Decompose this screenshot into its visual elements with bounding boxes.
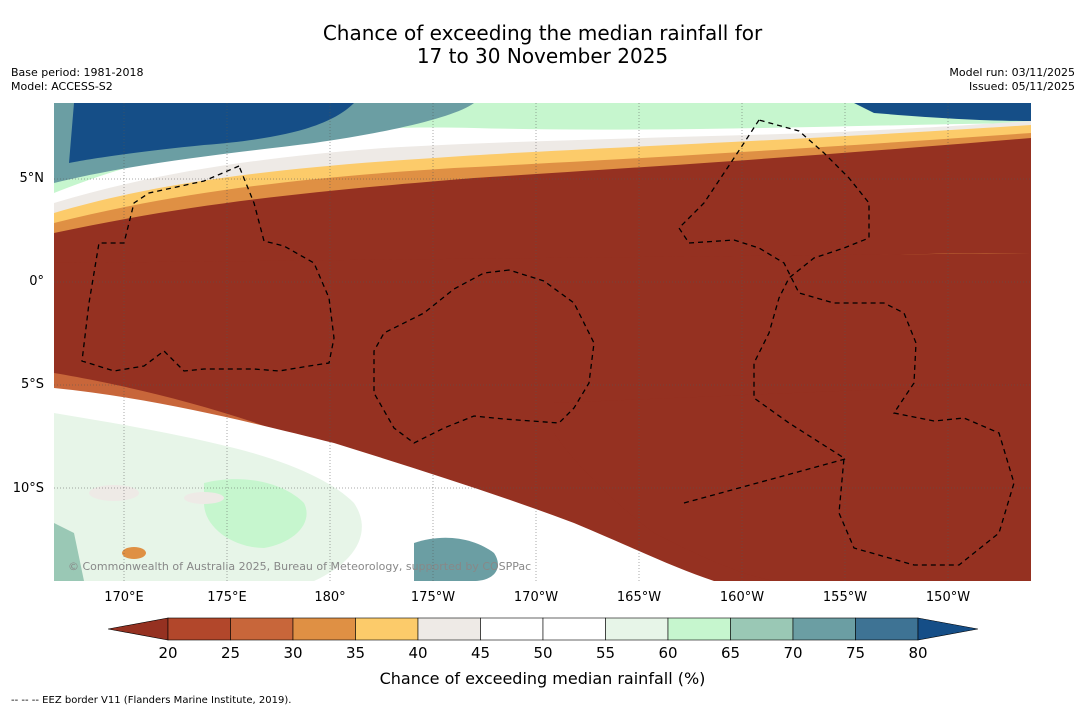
north-band-blue-east — [854, 103, 1031, 121]
lon-160w: 160°W — [719, 590, 765, 605]
rainfall-map: © Commonwealth of Australia 2025, Bureau… — [54, 103, 1031, 581]
lon-155w: 155°W — [822, 590, 868, 605]
north-band-blue — [69, 103, 354, 163]
eez-kiribati-gilbert — [81, 165, 335, 372]
lon-170w: 170°W — [513, 590, 559, 605]
gray-patch — [89, 485, 139, 501]
issued-date: Issued: 05/11/2025 — [968, 80, 1075, 93]
lon-175w: 175°W — [410, 590, 456, 605]
eez-footnote: -- -- -- EEZ border V11 (Flanders Marine… — [11, 695, 292, 706]
colorbar-segment — [292, 617, 356, 641]
colorbar-segment — [480, 617, 544, 641]
meta-right: Model run: 03/11/2025 Issued: 05/11/2025 — [949, 66, 1075, 94]
lon-150w: 150°W — [925, 590, 971, 605]
colorbar-segment — [792, 617, 856, 641]
colorbar-tick-label: 65 — [720, 644, 741, 662]
lon-165w: 165°W — [616, 590, 662, 605]
southwest-green-corner — [54, 523, 84, 581]
gray-patch-2 — [184, 492, 224, 504]
colorbar-title: Chance of exceeding median rainfall (%) — [379, 669, 706, 688]
lat-5n: 5°N — [19, 171, 45, 186]
lat-10s: 10°S — [12, 481, 44, 496]
south-band-core-lower — [554, 383, 1031, 581]
colorbar-tick-label: 25 — [220, 644, 241, 662]
colorbar-segment — [167, 617, 231, 641]
eez-borders — [81, 119, 1015, 566]
colorbar-tick-label: 45 — [470, 644, 491, 662]
colorbar-segment — [605, 617, 669, 641]
colorbar-tick-label: 40 — [408, 644, 428, 662]
lon-175e: 175°E — [207, 590, 247, 605]
dry-band-north-core — [54, 138, 1031, 283]
colorbar-tick-label: 80 — [908, 644, 928, 662]
title-line-2: 17 to 30 November 2025 — [416, 44, 669, 68]
base-period: Base period: 1981-2018 — [11, 66, 144, 79]
copyright-text: © Commonwealth of Australia 2025, Bureau… — [68, 560, 531, 573]
southwest-green-2 — [204, 479, 307, 548]
colorbar-over-arrow — [917, 617, 978, 641]
colorbar-tick-label: 35 — [345, 644, 366, 662]
colorbar-tick-label: 30 — [283, 644, 303, 662]
graticule — [54, 103, 1031, 581]
lon-170e: 170°E — [104, 590, 144, 605]
colorbar-segment — [667, 617, 731, 641]
orange-patch — [122, 547, 146, 559]
meta-left: Base period: 1981-2018 Model: ACCESS-S2 — [11, 66, 143, 94]
colorbar-tick-label: 75 — [845, 644, 866, 662]
colorbar-segment — [230, 617, 294, 641]
colorbar-segment — [417, 617, 481, 641]
colorbar-tick-label: 70 — [783, 644, 803, 662]
colorbar-segment — [855, 617, 919, 641]
colorbar-segment — [730, 617, 794, 641]
southwest-teal — [414, 537, 498, 581]
colorbar-tick-label: 55 — [595, 644, 616, 662]
colorbar-segment — [542, 617, 606, 641]
model-name: Model: ACCESS-S2 — [11, 80, 113, 93]
colorbar-tick-label: 60 — [658, 644, 678, 662]
lat-0: 0° — [29, 274, 44, 289]
colorbar-under-arrow — [108, 617, 169, 641]
colorbar-segment — [355, 617, 419, 641]
colorbar-tick-label: 20 — [158, 644, 178, 662]
lat-5s: 5°S — [20, 377, 44, 392]
title-line-1: Chance of exceeding the median rainfall … — [322, 21, 763, 45]
colorbar — [108, 617, 978, 641]
colorbar-tick-label: 50 — [533, 644, 553, 662]
chart-title: Chance of exceeding the median rainfall … — [0, 22, 1085, 68]
model-run: Model run: 03/11/2025 — [949, 66, 1075, 79]
lon-180: 180° — [314, 590, 346, 605]
eez-line-islands — [678, 119, 1015, 566]
